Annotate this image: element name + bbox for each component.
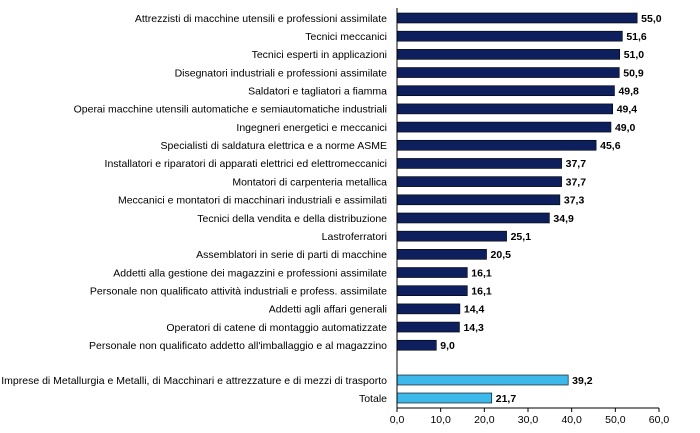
x-tick-label: 20,0 [474, 414, 495, 426]
bar-bar [396, 212, 550, 224]
bar-value-label: 14,3 [463, 322, 484, 334]
bar-category-label: Tecnici meccanici [305, 31, 387, 43]
bar-value-label: 55,0 [641, 13, 662, 25]
bar-category-label: Specialisti di saldatura elettrica e a n… [161, 140, 387, 152]
bar-bar [396, 194, 561, 206]
bar-value-label: 45,6 [600, 140, 621, 152]
bar-category-label: Personale non qualificato attività indus… [90, 286, 387, 298]
bar-value-label: 16,1 [471, 267, 492, 279]
bar-bar [396, 139, 597, 151]
bar-category-label: Addetti agli affari generali [269, 304, 387, 316]
bar-bar [396, 339, 437, 351]
bar-category-label: Montatori di carpenteria metallica [232, 176, 387, 188]
summary-category-label: Imprese di Metallurgia e Metalli, di Mac… [1, 375, 387, 387]
bar-value-label: 49,0 [615, 122, 636, 134]
bar-value-label: 37,7 [566, 176, 587, 188]
bar-bar [396, 67, 620, 78]
summary-bar [396, 374, 569, 386]
summary-category-label: Totale [359, 393, 387, 405]
bar-bar [396, 176, 562, 187]
summary-bar [396, 392, 493, 404]
bar-value-label: 51,6 [626, 31, 647, 43]
bar-value-label: 51,0 [624, 49, 645, 61]
bar-bar [396, 249, 487, 260]
bar-bar [396, 230, 507, 242]
bar-value-label: 20,5 [491, 249, 512, 261]
bar-category-label: Installatori e riparatori di apparati el… [105, 158, 387, 170]
bar-category-label: Assemblatori in serie di parti di macchi… [196, 249, 387, 261]
bar-category-label: Lastroferratori [322, 231, 387, 243]
summary-value-label: 21,7 [496, 393, 517, 405]
bar-bar [396, 49, 620, 60]
bar-category-label: Personale non qualificato addetto all'im… [89, 340, 387, 352]
bar-bar [396, 121, 612, 133]
bar-category-label: Ingegneri energetici e meccanici [236, 122, 387, 134]
bar-bar [396, 12, 638, 24]
bar-category-label: Attrezzisti di macchine utensili e profe… [135, 13, 387, 25]
bar-category-label: Disegnatori industriali e professioni as… [175, 67, 388, 79]
bar-value-label: 16,1 [471, 286, 492, 298]
x-tick-label: 60,0 [649, 414, 670, 426]
x-tick-label: 40,0 [561, 414, 582, 426]
bar-category-label: Tecnici della vendita e della distribuzi… [197, 213, 387, 225]
summary-value-label: 39,2 [572, 375, 593, 387]
bar-value-label: 34,9 [553, 213, 574, 225]
bar-value-label: 37,7 [566, 158, 587, 170]
bar-category-label: Operai macchine utensili automatiche e s… [74, 104, 387, 116]
bar-bar [396, 158, 562, 169]
bar-bar [396, 30, 623, 42]
bar-bar [396, 285, 468, 297]
bar-value-label: 49,4 [617, 104, 638, 116]
bar-bar [396, 321, 460, 333]
bar-value-label: 50,9 [623, 67, 644, 79]
x-tick-label: 50,0 [605, 414, 626, 426]
bar-category-label: Operatori di catene di montaggio automat… [166, 322, 387, 334]
bar-category-label: Tecnici esperti in applicazioni [252, 49, 387, 61]
bar-bar [396, 103, 614, 115]
bar-bar [396, 303, 461, 315]
bar-value-label: 49,8 [618, 86, 639, 98]
bar-category-label: Saldatori e tagliatori a fiamma [248, 86, 387, 98]
bar-value-label: 9,0 [440, 340, 455, 352]
bar-value-label: 37,3 [564, 195, 585, 207]
bar-category-label: Addetti alla gestione dei magazzini e pr… [113, 267, 387, 279]
x-tick-label: 0,0 [390, 414, 405, 426]
bar-bar [396, 267, 468, 278]
bar-bar [396, 85, 615, 97]
bar-value-label: 14,4 [464, 304, 485, 316]
x-tick-label: 30,0 [518, 414, 539, 426]
bar-category-label: Meccanici e montatori di macchinari indu… [118, 195, 387, 207]
bar-value-label: 25,1 [511, 231, 532, 243]
x-tick-label: 10,0 [430, 414, 451, 426]
